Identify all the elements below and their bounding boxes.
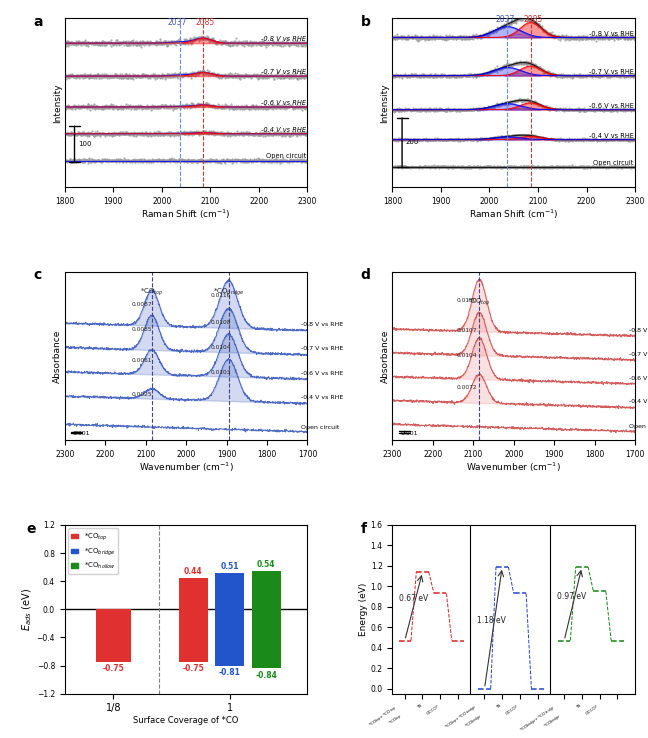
Y-axis label: Intensity: Intensity [380, 83, 389, 123]
Bar [96, 610, 131, 662]
Text: 0.51: 0.51 [220, 562, 239, 571]
Text: c: c [33, 269, 41, 283]
Text: -0.81: -0.81 [219, 669, 241, 677]
Text: 0.001: 0.001 [400, 431, 418, 436]
Text: 0.0025: 0.0025 [132, 393, 152, 397]
Text: 1.18 eV: 1.18 eV [478, 615, 506, 624]
X-axis label: Raman Shift (cm$^{-1}$): Raman Shift (cm$^{-1}$) [141, 207, 231, 221]
Text: 0.0104: 0.0104 [211, 345, 231, 351]
Text: 100: 100 [78, 141, 92, 147]
Text: f: f [361, 522, 367, 536]
Text: 0.0085: 0.0085 [132, 326, 152, 331]
Y-axis label: Absorbance: Absorbance [53, 329, 62, 383]
Text: 0.0072: 0.0072 [457, 385, 478, 390]
Y-axis label: $E_{ads}$ (eV): $E_{ads}$ (eV) [20, 587, 34, 631]
Text: d: d [361, 269, 371, 283]
Text: -0.7 V vs RHE: -0.7 V vs RHE [589, 69, 634, 75]
Text: -0.4 V vs RHE: -0.4 V vs RHE [629, 399, 648, 404]
X-axis label: Wavenumber (cm$^{-1}$): Wavenumber (cm$^{-1}$) [467, 461, 561, 474]
Text: 2037: 2037 [168, 18, 187, 27]
X-axis label: Raman Shift (cm$^{-1}$): Raman Shift (cm$^{-1}$) [469, 207, 559, 221]
Text: -0.8 V vs RHE: -0.8 V vs RHE [589, 31, 634, 37]
Text: -0.6 V vs RHE: -0.6 V vs RHE [589, 103, 634, 108]
Text: Open circuit: Open circuit [301, 425, 340, 430]
X-axis label: Surface Coverage of *CO: Surface Coverage of *CO [133, 716, 239, 725]
Text: Open circuit: Open circuit [593, 160, 634, 166]
Text: *CO$_{top}$: *CO$_{top}$ [140, 286, 164, 298]
Text: 0.67 eV: 0.67 eV [399, 594, 429, 603]
Text: Open circuit: Open circuit [629, 424, 648, 430]
Text: -0.6 V vs RHE: -0.6 V vs RHE [261, 100, 306, 106]
Text: -0.6 V vs RHE: -0.6 V vs RHE [301, 370, 343, 376]
Text: 0.0087: 0.0087 [132, 302, 152, 306]
Text: 0.0116: 0.0116 [211, 294, 231, 298]
Text: 0.0061: 0.0061 [132, 358, 152, 362]
Text: 0.0104: 0.0104 [457, 353, 478, 358]
Text: 0.44: 0.44 [184, 568, 203, 576]
Bar [251, 571, 281, 610]
Text: e: e [26, 522, 36, 536]
Text: 2037: 2037 [495, 15, 515, 24]
Text: *CO$_{bridge}$: *CO$_{bridge}$ [213, 286, 244, 298]
Text: -0.7 V vs RHE: -0.7 V vs RHE [301, 346, 343, 351]
Y-axis label: Absorbance: Absorbance [380, 329, 389, 383]
Bar [215, 610, 244, 666]
Y-axis label: Energy (eV): Energy (eV) [359, 582, 368, 636]
Text: -0.6 V vs RHE: -0.6 V vs RHE [629, 376, 648, 381]
Text: -0.8 V vs RHE: -0.8 V vs RHE [301, 322, 343, 327]
Text: 0.0130: 0.0130 [457, 298, 478, 303]
Y-axis label: Intensity: Intensity [53, 83, 62, 123]
Bar [179, 610, 208, 662]
Text: 2085: 2085 [196, 18, 215, 27]
Text: Open circuit: Open circuit [266, 154, 306, 159]
Text: b: b [361, 15, 371, 29]
Text: 0.0108: 0.0108 [211, 320, 231, 325]
Text: 0.001: 0.001 [73, 431, 90, 436]
Text: 0.97 eV: 0.97 eV [557, 592, 586, 601]
Text: -0.75: -0.75 [183, 664, 204, 673]
Text: a: a [33, 15, 43, 29]
Text: -0.4 V vs RHE: -0.4 V vs RHE [261, 126, 306, 133]
Bar [251, 610, 281, 669]
Text: *CO$_{top}$: *CO$_{top}$ [467, 297, 491, 308]
Bar [179, 579, 208, 610]
Text: -0.4 V vs RHE: -0.4 V vs RHE [301, 395, 343, 400]
Text: 0.0107: 0.0107 [457, 328, 478, 334]
Text: 0.54: 0.54 [257, 560, 275, 569]
X-axis label: Wavenumber (cm$^{-1}$): Wavenumber (cm$^{-1}$) [139, 461, 233, 474]
Text: -0.7 V vs RHE: -0.7 V vs RHE [261, 69, 306, 75]
Text: 2085: 2085 [524, 15, 543, 24]
Bar [215, 573, 244, 610]
Text: -0.4 V vs RHE: -0.4 V vs RHE [589, 133, 634, 139]
Text: 200: 200 [406, 139, 419, 145]
Text: -0.8 V vs RHE: -0.8 V vs RHE [629, 328, 648, 333]
Text: -0.8 V vs RHE: -0.8 V vs RHE [261, 36, 306, 42]
Text: 0.0103: 0.0103 [211, 370, 231, 375]
Text: -0.7 V vs RHE: -0.7 V vs RHE [629, 352, 648, 356]
Text: -0.75: -0.75 [102, 664, 124, 673]
Legend: *CO$_{top}$, *CO$_{bridge}$, *CO$_{hollow}$: *CO$_{top}$, *CO$_{bridge}$, *CO$_{hollo… [68, 528, 118, 574]
Text: -0.84: -0.84 [255, 671, 277, 680]
